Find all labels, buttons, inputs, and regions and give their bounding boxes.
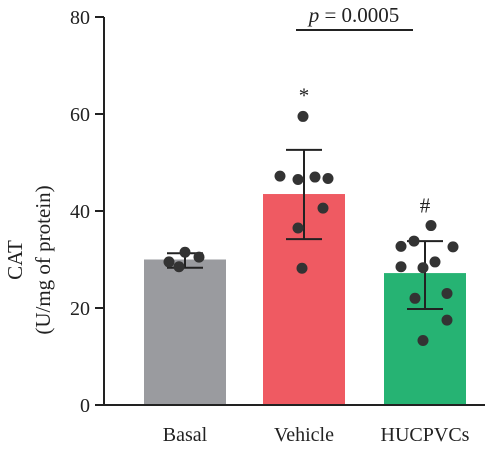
data-point bbox=[395, 240, 407, 252]
data-point bbox=[292, 173, 304, 185]
data-point bbox=[409, 292, 421, 304]
annotations-layer: * # p = 0.0005 bbox=[296, 3, 431, 218]
x-tick-label-vehicle: Vehicle bbox=[274, 424, 334, 446]
p-value-label: p = 0.0005 bbox=[307, 3, 400, 27]
data-point bbox=[417, 334, 429, 346]
y-tick-label: 60 bbox=[70, 104, 90, 126]
data-point bbox=[296, 262, 308, 274]
y-tick-label: 0 bbox=[80, 395, 90, 417]
x-axis: Basal Vehicle HUCPVCs bbox=[104, 404, 485, 446]
data-point bbox=[292, 222, 304, 234]
data-point bbox=[297, 110, 309, 122]
data-point bbox=[429, 256, 441, 268]
data-point bbox=[417, 262, 429, 274]
data-point bbox=[317, 202, 329, 214]
data-point bbox=[179, 246, 191, 258]
data-points-layer bbox=[163, 110, 459, 346]
data-point bbox=[425, 220, 437, 232]
x-tick-label-hucpvcs: HUCPVCs bbox=[381, 424, 470, 446]
x-tick-label-basal: Basal bbox=[163, 424, 208, 446]
data-point bbox=[193, 251, 205, 263]
bar-basal bbox=[144, 259, 226, 405]
p-symbol: p bbox=[307, 3, 320, 27]
data-point bbox=[441, 314, 453, 326]
data-point bbox=[395, 261, 407, 273]
y-tick-label: 20 bbox=[70, 298, 90, 320]
data-point bbox=[309, 171, 321, 183]
data-point bbox=[322, 173, 334, 185]
data-point bbox=[274, 170, 286, 182]
p-value-number: = 0.0005 bbox=[319, 3, 399, 27]
data-point bbox=[447, 241, 459, 253]
data-point bbox=[408, 235, 420, 247]
y-tick-label: 80 bbox=[70, 7, 90, 29]
data-point bbox=[173, 261, 185, 273]
data-point bbox=[441, 287, 453, 299]
y-axis: 0 20 40 60 80 bbox=[70, 7, 105, 417]
significance-hash: # bbox=[420, 194, 431, 218]
y-axis-label-line1: CAT bbox=[3, 240, 27, 280]
significance-asterisk: * bbox=[299, 83, 310, 107]
y-axis-label-line2: (U/mg of protein) bbox=[31, 185, 55, 334]
y-tick-label: 40 bbox=[70, 201, 90, 223]
data-point bbox=[163, 256, 175, 268]
